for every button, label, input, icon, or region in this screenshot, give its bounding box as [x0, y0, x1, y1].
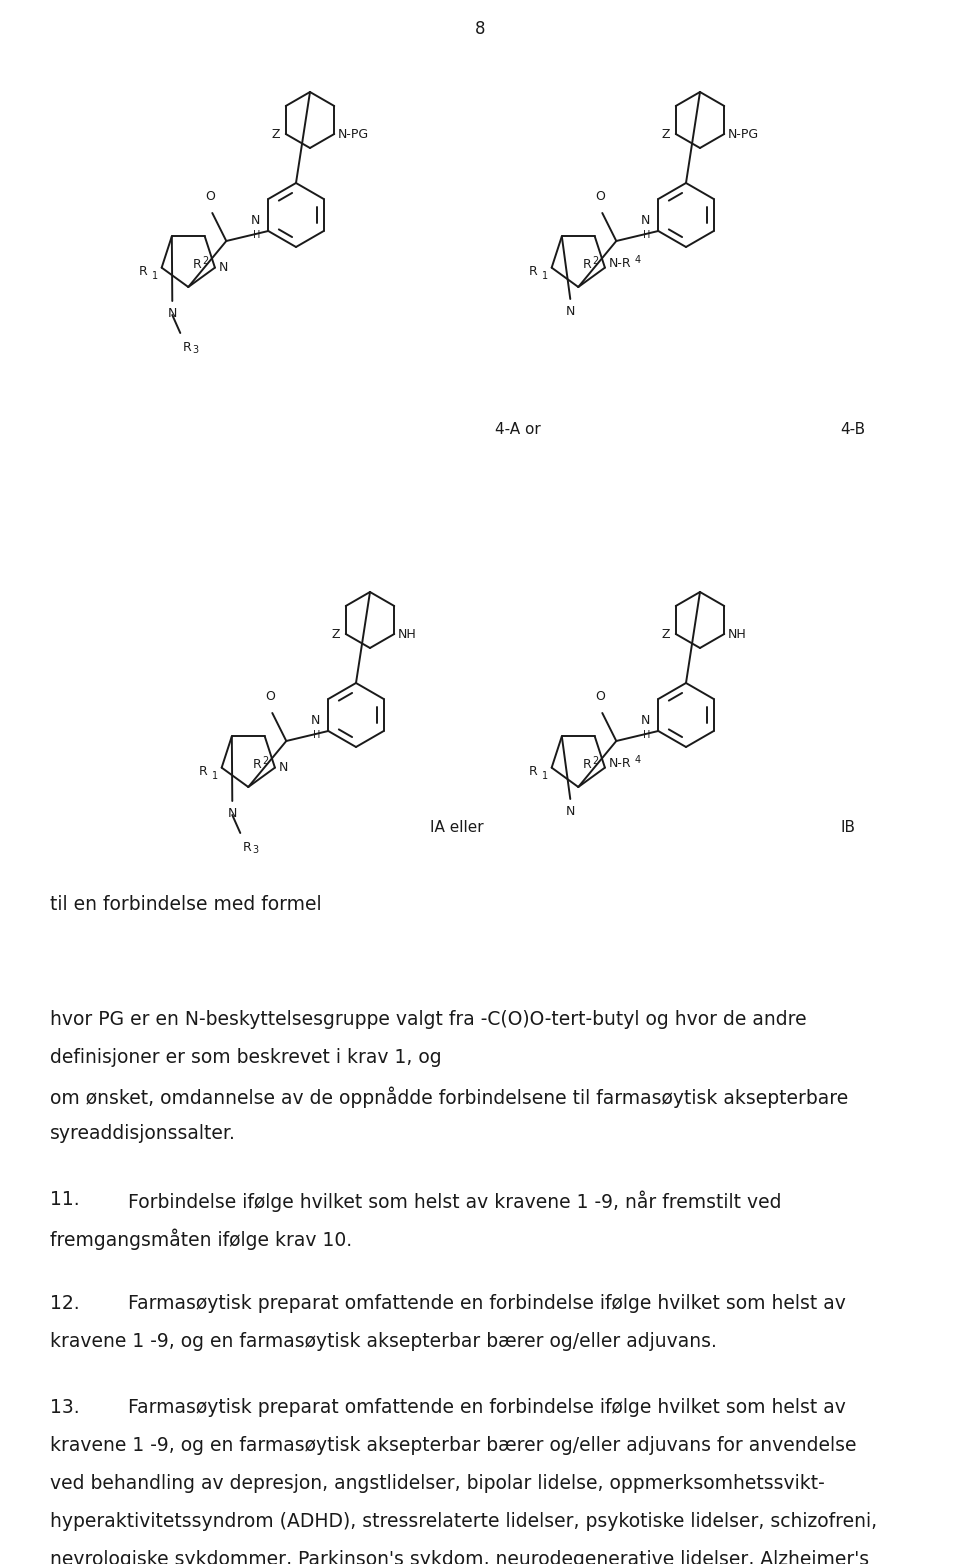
Text: O: O	[205, 189, 215, 203]
Text: 4-A or: 4-A or	[495, 422, 540, 436]
Text: N-PG: N-PG	[338, 128, 370, 141]
Text: 1: 1	[541, 271, 547, 280]
Text: nevrologiske sykdommer, Parkinson's sykdom, neurodegenerative lidelser, Alzheime: nevrologiske sykdommer, Parkinson's sykd…	[50, 1550, 869, 1564]
Text: Forbindelse ifølge hvilket som helst av kravene 1 -9, når fremstilt ved: Forbindelse ifølge hvilket som helst av …	[128, 1190, 781, 1212]
Text: hyperaktivitetssyndrom (ADHD), stressrelaterte lidelser, psykotiske lidelser, sc: hyperaktivitetssyndrom (ADHD), stressrel…	[50, 1512, 877, 1531]
Text: N: N	[641, 715, 650, 727]
Text: N-PG: N-PG	[729, 128, 759, 141]
Text: R: R	[192, 258, 201, 272]
Text: R: R	[529, 266, 538, 278]
Text: 2: 2	[262, 755, 269, 766]
Text: 4: 4	[635, 255, 641, 264]
Text: R: R	[242, 841, 251, 854]
Text: NH: NH	[398, 627, 417, 641]
Text: NH: NH	[729, 627, 747, 641]
Text: R: R	[139, 266, 148, 278]
Text: Z: Z	[331, 627, 340, 641]
Text: N: N	[168, 307, 177, 321]
Text: R: R	[199, 765, 207, 779]
Text: O: O	[265, 690, 276, 702]
Text: H: H	[643, 730, 650, 740]
Text: N-R: N-R	[609, 256, 632, 271]
Text: H: H	[313, 730, 321, 740]
Text: 1: 1	[541, 771, 547, 780]
Text: 1: 1	[152, 271, 157, 280]
Text: R: R	[529, 765, 538, 779]
Text: 4: 4	[635, 755, 641, 765]
Text: Z: Z	[661, 128, 670, 141]
Text: 12.: 12.	[50, 1293, 80, 1314]
Text: kravene 1 -9, og en farmasøytisk aksepterbar bærer og/eller adjuvans for anvende: kravene 1 -9, og en farmasøytisk aksepte…	[50, 1436, 856, 1455]
Text: 3: 3	[192, 346, 199, 355]
Text: fremgangsmåten ifølge krav 10.: fremgangsmåten ifølge krav 10.	[50, 1228, 352, 1250]
Text: N: N	[641, 214, 650, 227]
Text: N: N	[311, 715, 321, 727]
Text: Farmasøytisk preparat omfattende en forbindelse ifølge hvilket som helst av: Farmasøytisk preparat omfattende en forb…	[128, 1398, 846, 1417]
Text: R: R	[583, 258, 591, 272]
Text: om ønsket, omdannelse av de oppnådde forbindelsene til farmasøytisk aksepterbare: om ønsket, omdannelse av de oppnådde for…	[50, 1085, 849, 1107]
Text: O: O	[595, 690, 605, 702]
Text: N: N	[251, 214, 260, 227]
Text: N: N	[279, 762, 288, 774]
Text: hvor PG er en N-beskyttelsesgruppe valgt fra -C(O)O-tert-butyl og hvor de andre: hvor PG er en N-beskyttelsesgruppe valgt…	[50, 1010, 806, 1029]
Text: 4-B: 4-B	[840, 422, 865, 436]
Text: R: R	[182, 341, 191, 353]
Text: IA eller: IA eller	[430, 820, 484, 835]
Text: 2: 2	[592, 755, 598, 766]
Text: N: N	[228, 807, 237, 820]
Text: R: R	[252, 759, 261, 771]
Text: 2: 2	[203, 256, 208, 266]
Text: H: H	[643, 230, 650, 239]
Text: Z: Z	[661, 627, 670, 641]
Text: Farmasøytisk preparat omfattende en forbindelse ifølge hvilket som helst av: Farmasøytisk preparat omfattende en forb…	[128, 1293, 846, 1314]
Text: 8: 8	[475, 20, 485, 38]
Text: N: N	[219, 261, 228, 274]
Text: ved behandling av depresjon, angstlidelser, bipolar lidelse, oppmerksomhetssvikt: ved behandling av depresjon, angstlidels…	[50, 1473, 825, 1494]
Text: O: O	[595, 189, 605, 203]
Text: 1: 1	[211, 771, 218, 780]
Text: 13.: 13.	[50, 1398, 80, 1417]
Text: 3: 3	[252, 845, 258, 856]
Text: IB: IB	[840, 820, 855, 835]
Text: til en forbindelse med formel: til en forbindelse med formel	[50, 895, 322, 913]
Text: N: N	[565, 305, 575, 317]
Text: kravene 1 -9, og en farmasøytisk aksepterbar bærer og/eller adjuvans.: kravene 1 -9, og en farmasøytisk aksepte…	[50, 1333, 717, 1351]
Text: definisjoner er som beskrevet i krav 1, og: definisjoner er som beskrevet i krav 1, …	[50, 1048, 442, 1067]
Text: syreaddisjonssalter.: syreaddisjonssalter.	[50, 1125, 236, 1143]
Text: 11.: 11.	[50, 1190, 80, 1209]
Text: R: R	[583, 759, 591, 771]
Text: H: H	[252, 230, 260, 239]
Text: 2: 2	[592, 256, 598, 266]
Text: N: N	[565, 805, 575, 818]
Text: N-R: N-R	[609, 757, 632, 769]
Text: Z: Z	[272, 128, 279, 141]
